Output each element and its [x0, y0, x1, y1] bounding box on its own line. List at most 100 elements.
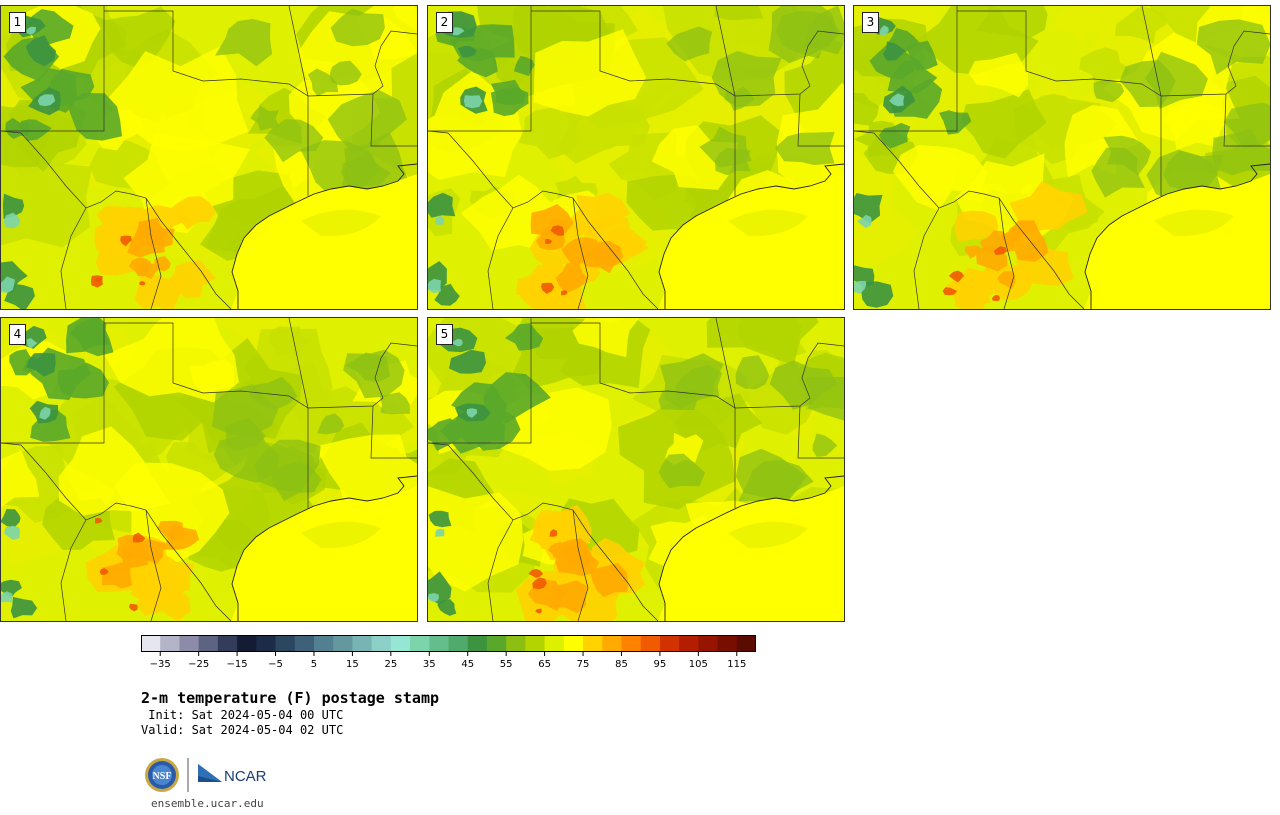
- colorbar-tick-label: 115: [727, 659, 746, 670]
- cold-peak: [1, 591, 13, 603]
- mountain-patch: [437, 599, 457, 616]
- temp-patch: [706, 318, 819, 366]
- colorbar-swatch: [583, 635, 603, 652]
- state-border: [60, 207, 87, 309]
- colorbar-tick-label: −35: [150, 659, 171, 670]
- state-border: [957, 10, 1162, 196]
- colorbar-swatch: [333, 635, 353, 652]
- colorbar-swatch: [679, 635, 699, 652]
- cool-patch: [307, 68, 339, 97]
- cool-patch: [254, 439, 321, 493]
- mountain-patch: [504, 323, 544, 351]
- cold-peak: [879, 25, 889, 36]
- temp-patch: [315, 434, 417, 510]
- cold-peak: [428, 278, 441, 294]
- state-border: [531, 322, 736, 508]
- warm-patch: [94, 221, 136, 257]
- panel-label: 1: [9, 12, 26, 33]
- cold-peak: [463, 95, 483, 109]
- cold-peak: [3, 212, 20, 229]
- gulf-patch: [728, 521, 808, 549]
- colorbar-swatch: [390, 635, 411, 652]
- hot-spot: [99, 568, 109, 575]
- cold-peak: [435, 528, 445, 537]
- hot-spot: [942, 287, 958, 296]
- nsf-logo-text: NSF: [153, 771, 172, 782]
- cool-patch: [711, 51, 782, 107]
- cool-patch: [330, 8, 385, 47]
- colorbar-tick-label: 15: [346, 659, 359, 670]
- cool-patch: [264, 119, 324, 163]
- temp-patch: [651, 125, 739, 190]
- warm-patch: [154, 256, 171, 272]
- postage-stamp-2: 2: [427, 5, 845, 310]
- colorbar-tick-label: −5: [268, 659, 283, 670]
- state-border: [854, 6, 958, 132]
- gulf-patch: [1154, 209, 1234, 237]
- temp-patch: [105, 46, 249, 152]
- colorbar-swatch: [544, 635, 565, 652]
- hot-spot: [120, 235, 132, 247]
- gulf-patch: [301, 521, 381, 549]
- warm-patch: [555, 261, 588, 294]
- state-border: [428, 6, 532, 132]
- mountain-patch: [490, 79, 526, 105]
- cold-peak: [854, 281, 867, 294]
- state-border: [572, 197, 589, 309]
- cool-patch: [1119, 60, 1176, 108]
- cold-peak: [466, 408, 478, 418]
- hot-spot: [91, 275, 103, 288]
- state-border: [288, 6, 309, 97]
- hot-spot: [535, 608, 542, 614]
- colorbar-tick-label: −25: [188, 659, 209, 670]
- warm-patch: [561, 237, 598, 266]
- colorbar-swatch: [410, 635, 430, 652]
- cool-patch: [768, 6, 838, 64]
- state-border: [572, 509, 589, 621]
- temp-patch: [1114, 6, 1167, 44]
- colorbar-swatch: [237, 635, 257, 652]
- colorbar-swatch: [448, 635, 469, 652]
- hot-spot: [545, 238, 553, 244]
- postage-stamp-5: 5: [427, 317, 845, 622]
- state-border: [913, 207, 940, 309]
- cool-patch: [317, 413, 345, 435]
- temp-patch: [1054, 6, 1107, 44]
- temp-patch: [1079, 47, 1131, 85]
- warm-patch: [138, 261, 160, 280]
- mountain-patch: [69, 318, 111, 351]
- colorbar-tick-label: 5: [311, 659, 317, 670]
- state-border: [797, 405, 844, 459]
- state-border: [715, 318, 736, 409]
- colorbar-swatch: [640, 635, 661, 652]
- postage-stamp-3: 3: [853, 5, 1271, 310]
- state-border: [428, 318, 532, 444]
- state-border: [104, 10, 309, 196]
- init-time: Init: Sat 2024-05-04 00 UTC: [141, 708, 344, 722]
- panel-label: 3: [862, 12, 879, 33]
- temp-patch: [714, 6, 764, 21]
- temp-patch: [8, 99, 87, 172]
- colorbar-swatch: [256, 635, 277, 652]
- cool-patch: [699, 126, 752, 168]
- mountain-patch: [19, 119, 52, 141]
- state-border: [1223, 93, 1270, 147]
- mountain-patch: [57, 362, 109, 399]
- cold-peak: [889, 93, 905, 107]
- colorbar-swatch: [275, 635, 296, 652]
- nsf-logo: NSF: [145, 758, 179, 792]
- colorbar-swatch: [294, 635, 315, 652]
- postage-stamp-1: 1: [0, 5, 418, 310]
- ncar-logo: NCAR: [198, 764, 267, 785]
- mountain-patch: [869, 43, 919, 80]
- temp-patch: [268, 326, 310, 359]
- cold-peak: [26, 338, 38, 349]
- state-border: [428, 442, 659, 621]
- hot-spot: [561, 290, 568, 296]
- cool-patch: [735, 355, 770, 390]
- hot-spot: [532, 577, 547, 590]
- warm-patch: [171, 196, 216, 230]
- colorbar-swatch: [736, 635, 756, 652]
- warm-patch: [101, 562, 133, 589]
- cold-peak: [26, 26, 36, 35]
